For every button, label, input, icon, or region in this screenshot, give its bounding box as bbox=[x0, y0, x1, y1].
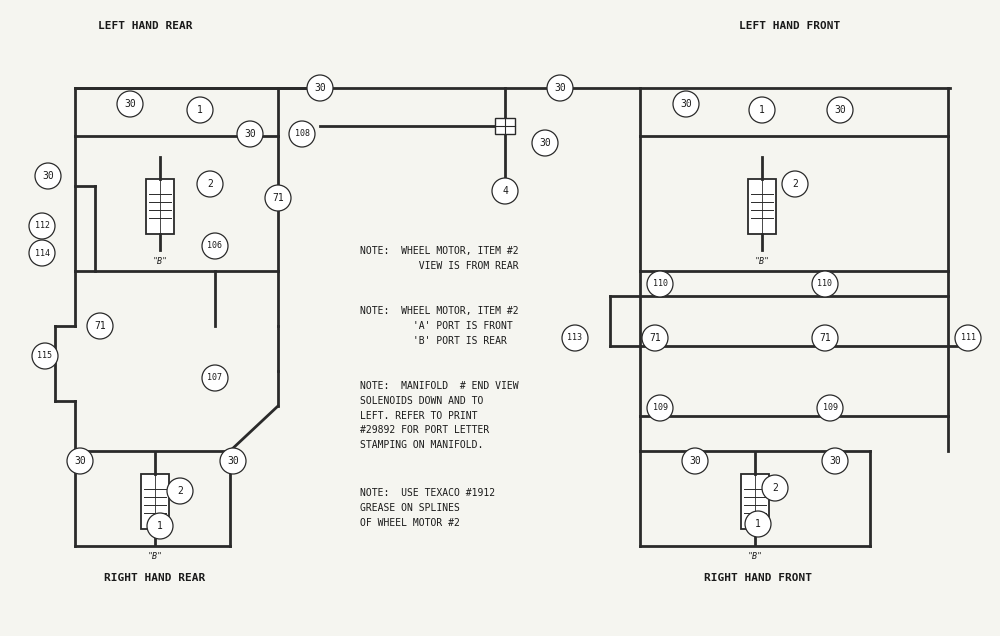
Text: 30: 30 bbox=[539, 138, 551, 148]
Circle shape bbox=[547, 75, 573, 101]
Text: 30: 30 bbox=[42, 171, 54, 181]
Circle shape bbox=[817, 395, 843, 421]
Text: 109: 109 bbox=[822, 403, 838, 413]
Circle shape bbox=[532, 130, 558, 156]
Circle shape bbox=[197, 171, 223, 197]
Circle shape bbox=[492, 178, 518, 204]
Circle shape bbox=[955, 325, 981, 351]
Text: 30: 30 bbox=[227, 456, 239, 466]
Circle shape bbox=[202, 233, 228, 259]
Text: 2: 2 bbox=[207, 179, 213, 189]
Circle shape bbox=[562, 325, 588, 351]
Text: 30: 30 bbox=[124, 99, 136, 109]
Text: 4: 4 bbox=[502, 186, 508, 196]
Text: 115: 115 bbox=[38, 352, 52, 361]
Text: 113: 113 bbox=[568, 333, 582, 343]
Text: 106: 106 bbox=[208, 242, 222, 251]
Circle shape bbox=[782, 171, 808, 197]
Text: 112: 112 bbox=[34, 221, 50, 230]
Text: "B": "B" bbox=[755, 257, 770, 266]
Text: NOTE:  WHEEL MOTOR, ITEM #2
          VIEW IS FROM REAR: NOTE: WHEEL MOTOR, ITEM #2 VIEW IS FROM … bbox=[360, 246, 519, 271]
Text: 109: 109 bbox=[652, 403, 668, 413]
Text: "B": "B" bbox=[748, 552, 763, 561]
Circle shape bbox=[117, 91, 143, 117]
Text: 30: 30 bbox=[689, 456, 701, 466]
Text: "B": "B" bbox=[152, 257, 168, 266]
Bar bbox=[495, 118, 515, 134]
Text: 110: 110 bbox=[652, 279, 668, 289]
Text: 107: 107 bbox=[208, 373, 222, 382]
Circle shape bbox=[289, 121, 315, 147]
Text: LEFT HAND FRONT: LEFT HAND FRONT bbox=[739, 21, 841, 31]
Circle shape bbox=[827, 97, 853, 123]
Circle shape bbox=[202, 365, 228, 391]
Text: LEFT HAND REAR: LEFT HAND REAR bbox=[98, 21, 192, 31]
Circle shape bbox=[167, 478, 193, 504]
Text: NOTE:  MANIFOLD  # END VIEW
SOLENOIDS DOWN AND TO
LEFT. REFER TO PRINT
#29892 FO: NOTE: MANIFOLD # END VIEW SOLENOIDS DOWN… bbox=[360, 381, 519, 450]
Circle shape bbox=[812, 325, 838, 351]
Circle shape bbox=[822, 448, 848, 474]
Bar bbox=[748, 179, 776, 233]
Circle shape bbox=[237, 121, 263, 147]
Text: "B": "B" bbox=[148, 552, 162, 561]
Circle shape bbox=[147, 513, 173, 539]
Circle shape bbox=[187, 97, 213, 123]
Bar bbox=[146, 179, 174, 233]
Text: 30: 30 bbox=[314, 83, 326, 93]
Text: 1: 1 bbox=[755, 519, 761, 529]
Text: RIGHT HAND REAR: RIGHT HAND REAR bbox=[104, 573, 206, 583]
Text: 71: 71 bbox=[649, 333, 661, 343]
Text: 2: 2 bbox=[177, 486, 183, 496]
Text: 110: 110 bbox=[818, 279, 832, 289]
Circle shape bbox=[35, 163, 61, 189]
Circle shape bbox=[265, 185, 291, 211]
Text: 30: 30 bbox=[680, 99, 692, 109]
Circle shape bbox=[87, 313, 113, 339]
Circle shape bbox=[647, 271, 673, 297]
Circle shape bbox=[29, 213, 55, 239]
Circle shape bbox=[647, 395, 673, 421]
Text: 1: 1 bbox=[759, 105, 765, 115]
Text: 114: 114 bbox=[34, 249, 50, 258]
Text: 1: 1 bbox=[197, 105, 203, 115]
Text: 30: 30 bbox=[834, 105, 846, 115]
Circle shape bbox=[812, 271, 838, 297]
Text: 71: 71 bbox=[819, 333, 831, 343]
Text: 30: 30 bbox=[554, 83, 566, 93]
Text: 71: 71 bbox=[94, 321, 106, 331]
Circle shape bbox=[67, 448, 93, 474]
Circle shape bbox=[749, 97, 775, 123]
Circle shape bbox=[762, 475, 788, 501]
Text: RIGHT HAND FRONT: RIGHT HAND FRONT bbox=[704, 573, 812, 583]
Circle shape bbox=[307, 75, 333, 101]
Bar bbox=[741, 473, 769, 529]
Text: 1: 1 bbox=[157, 521, 163, 531]
Circle shape bbox=[682, 448, 708, 474]
Text: 108: 108 bbox=[294, 130, 310, 139]
Circle shape bbox=[642, 325, 668, 351]
Circle shape bbox=[220, 448, 246, 474]
Text: 2: 2 bbox=[792, 179, 798, 189]
Text: 30: 30 bbox=[829, 456, 841, 466]
Text: 111: 111 bbox=[960, 333, 976, 343]
Circle shape bbox=[745, 511, 771, 537]
Text: NOTE:  WHEEL MOTOR, ITEM #2
         'A' PORT IS FRONT
         'B' PORT IS REAR: NOTE: WHEEL MOTOR, ITEM #2 'A' PORT IS F… bbox=[360, 306, 519, 345]
Text: NOTE:  USE TEXACO #1912
GREASE ON SPLINES
OF WHEEL MOTOR #2: NOTE: USE TEXACO #1912 GREASE ON SPLINES… bbox=[360, 488, 495, 528]
Bar bbox=[141, 473, 169, 529]
Text: 2: 2 bbox=[772, 483, 778, 493]
Circle shape bbox=[29, 240, 55, 266]
Text: 71: 71 bbox=[272, 193, 284, 203]
Text: 30: 30 bbox=[244, 129, 256, 139]
Text: 30: 30 bbox=[74, 456, 86, 466]
Circle shape bbox=[673, 91, 699, 117]
Circle shape bbox=[32, 343, 58, 369]
